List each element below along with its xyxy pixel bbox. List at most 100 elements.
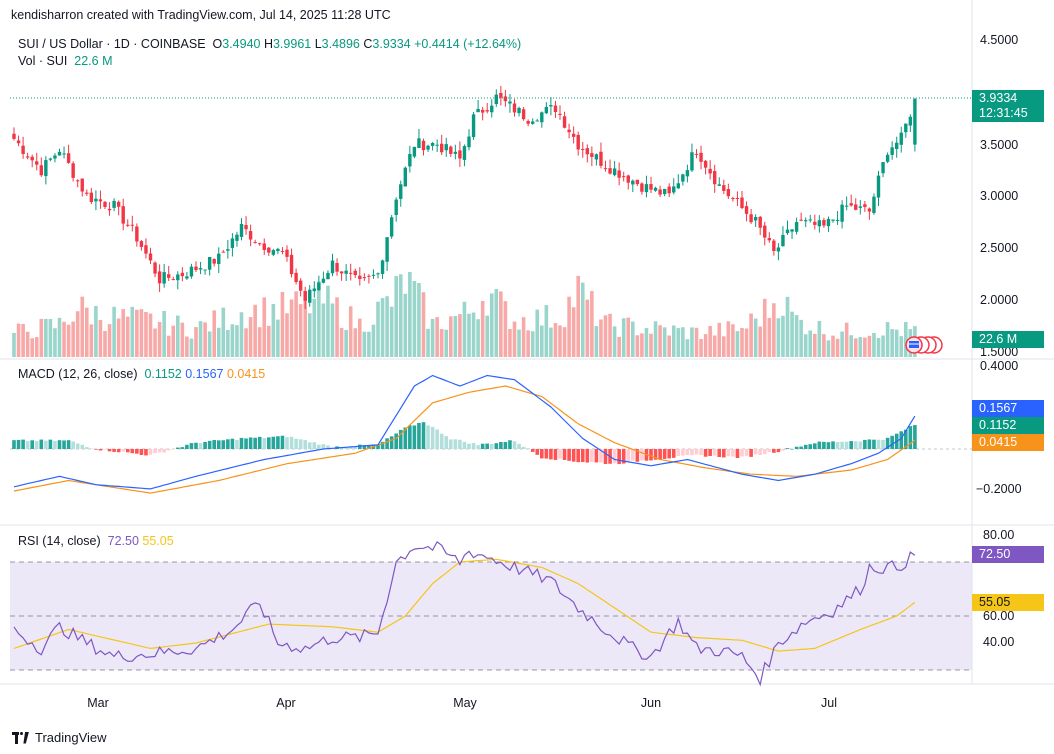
volume-bar [166, 335, 171, 357]
candle [430, 142, 435, 151]
volume-bar [476, 319, 480, 357]
candle [35, 152, 39, 171]
candle [326, 270, 330, 280]
candle [521, 106, 526, 121]
macd-hist-bar [107, 449, 112, 452]
macd-hist-bar [521, 446, 526, 449]
close-label: C [363, 37, 373, 51]
candle [253, 239, 257, 244]
macd-hist-bar [398, 429, 403, 449]
symbol-title[interactable]: SUI / US Dollar · 1D · COINBASE [18, 37, 206, 51]
candle [39, 157, 43, 177]
macd-hist-bar [790, 448, 794, 450]
macd-hist-bar [703, 449, 708, 457]
candle [772, 239, 776, 256]
macd-hist-bar [16, 439, 21, 449]
macd-hist-bar [722, 449, 726, 458]
candle [571, 126, 576, 144]
volume-bar [617, 336, 621, 357]
macd-signal-value: 0.0415 [226, 367, 266, 381]
macd-hist-bar [262, 437, 267, 449]
macd-hist-bar [294, 438, 298, 449]
candle [444, 137, 448, 157]
volume-bar [453, 316, 458, 357]
macd-value: 0.1567 [185, 367, 224, 381]
macd-hist-bar [57, 440, 62, 449]
attribution: kendisharron created with TradingView.co… [11, 8, 391, 22]
volume-bar [212, 310, 216, 357]
volume-bar [285, 313, 289, 357]
volume-bar [371, 324, 376, 357]
volume-bar [148, 313, 153, 357]
volume-bar [612, 326, 617, 357]
candle [194, 261, 198, 273]
macd-hist-bar [85, 447, 89, 449]
macd-hist-bar [649, 449, 653, 461]
macd-hist-bar [362, 445, 367, 449]
candle [353, 268, 357, 278]
macd-hist-bar [66, 440, 71, 449]
candle [176, 271, 180, 290]
candle [148, 247, 153, 265]
y-tick-label: 1.5000 [980, 345, 1018, 359]
macd-hist-bar [530, 449, 535, 452]
candle [544, 102, 549, 114]
volume-bar [603, 315, 608, 357]
candle [480, 106, 485, 121]
volume-bar [571, 307, 576, 357]
candle [895, 136, 899, 158]
volume-bar [580, 282, 585, 357]
volume-bar [594, 326, 599, 357]
footer-brand[interactable]: TradingView [12, 730, 107, 745]
open-value: 3.4940 [222, 37, 261, 51]
candle [490, 99, 494, 118]
candle [703, 159, 708, 175]
candle [681, 173, 685, 186]
volume-bar [585, 299, 590, 357]
volume-bar [157, 322, 162, 357]
rsi-label[interactable]: RSI (14, close) [18, 534, 101, 548]
volume-bar [731, 324, 735, 357]
candle [376, 272, 380, 279]
volume-value: 22.6 M [74, 54, 113, 68]
volume-bar [203, 322, 207, 357]
candle [303, 286, 307, 309]
volume-bar [549, 327, 553, 357]
volume-bar [207, 331, 212, 357]
volume-bar [221, 307, 226, 357]
events-flag-icon[interactable] [905, 336, 943, 354]
volume-bar [662, 327, 667, 357]
volume-bar [653, 321, 658, 357]
macd-hist-bar [467, 443, 471, 449]
candle [276, 247, 280, 255]
candle [471, 112, 476, 141]
candle [904, 123, 908, 138]
macd-label[interactable]: MACD (12, 26, close) [18, 367, 138, 381]
volume-bar [749, 313, 753, 357]
volume-bar [294, 291, 298, 357]
candle [449, 145, 453, 157]
macd-hist-bar [71, 441, 75, 449]
volume-bar [712, 335, 717, 357]
candle [426, 144, 430, 152]
volume-label[interactable]: Vol · SUI [18, 54, 68, 68]
candle [881, 161, 885, 178]
macd-hist-bar [380, 441, 385, 449]
volume-bar [189, 338, 194, 357]
candle [858, 200, 862, 215]
macd-hist-bar [485, 443, 489, 449]
candle [335, 258, 339, 276]
candle [462, 144, 467, 167]
candle [603, 160, 608, 172]
price-legend: SUI / US Dollar · 1D · COINBASE O3.4940 … [18, 37, 521, 51]
macd-hist-bar [785, 448, 790, 449]
volume-bar [185, 336, 189, 357]
last-price-tag: 3.9334 [972, 90, 1044, 107]
volume-bar [517, 329, 521, 357]
macd-hist-bar [558, 449, 562, 459]
candle [399, 180, 403, 207]
macd-hist-bar [512, 441, 517, 449]
volume-bar [644, 328, 649, 357]
candle [662, 188, 667, 197]
